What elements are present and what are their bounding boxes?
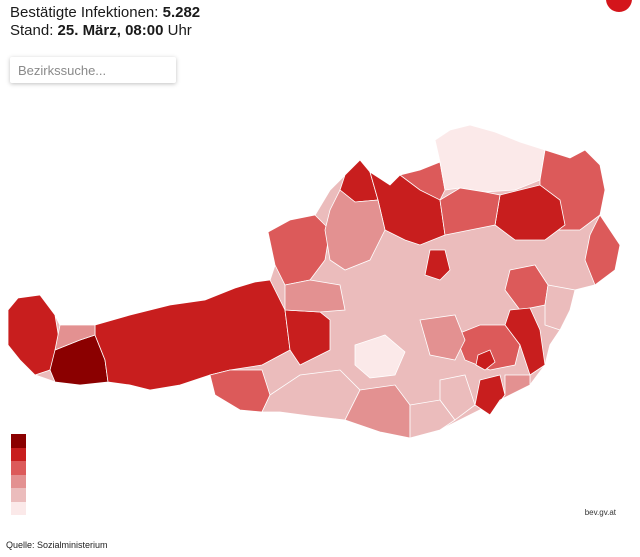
district-salzburg-north[interactable]: [267, 214, 331, 286]
district-osttirol[interactable]: [209, 369, 271, 413]
legend-swatch: [11, 474, 26, 488]
status-label: Stand:: [10, 22, 58, 39]
map-attribution[interactable]: bev.gv.at: [584, 508, 616, 517]
color-legend: [11, 434, 26, 515]
district-tirol-central[interactable]: [94, 279, 291, 391]
district-wien[interactable]: [494, 184, 566, 241]
district-graz[interactable]: [475, 349, 496, 371]
confirmed-infections-line: Bestätigte Infektionen: 5.282: [10, 4, 200, 22]
district-regions: [7, 124, 621, 439]
legend-swatch: [11, 488, 26, 502]
district-suedoststeiermark[interactable]: [489, 374, 531, 416]
logo-icon: [606, 0, 632, 12]
legend-swatch: [11, 461, 26, 475]
confirmed-infections-label: Bestätigte Infektionen:: [10, 4, 163, 21]
district-graz-umgebung[interactable]: [454, 324, 521, 371]
district-wienerwald[interactable]: [439, 187, 501, 236]
district-search-input[interactable]: [10, 57, 176, 83]
district-waldviertel[interactable]: [434, 124, 546, 193]
legend-swatch: [11, 501, 26, 515]
district-voelkermarkt[interactable]: [409, 399, 456, 439]
district-salzburg-south[interactable]: [284, 279, 346, 313]
district-vorarlberg-south[interactable]: [54, 324, 96, 351]
district-burgenland-north[interactable]: [584, 214, 621, 286]
legend-swatch: [11, 434, 26, 448]
austria-district-map[interactable]: [0, 120, 640, 450]
header: Bestätigte Infektionen: 5.282 Stand: 25.…: [10, 4, 200, 40]
district-burgenland-central[interactable]: [544, 284, 576, 331]
district-wolfsberg[interactable]: [439, 374, 476, 421]
district-spittal[interactable]: [354, 334, 406, 379]
district-liezen[interactable]: [424, 249, 451, 281]
confirmed-infections-value: 5.282: [162, 4, 201, 21]
status-line: Stand: 25. März, 08:00 Uhr: [10, 22, 200, 40]
district-murtal[interactable]: [419, 314, 466, 361]
legend-swatch: [11, 447, 26, 461]
status-date: 25. März, 08:00: [57, 22, 164, 39]
district-gmunden[interactable]: [324, 189, 386, 271]
status-unit: Uhr: [163, 22, 192, 39]
source-note: Quelle: Sozialministerium: [6, 540, 108, 550]
